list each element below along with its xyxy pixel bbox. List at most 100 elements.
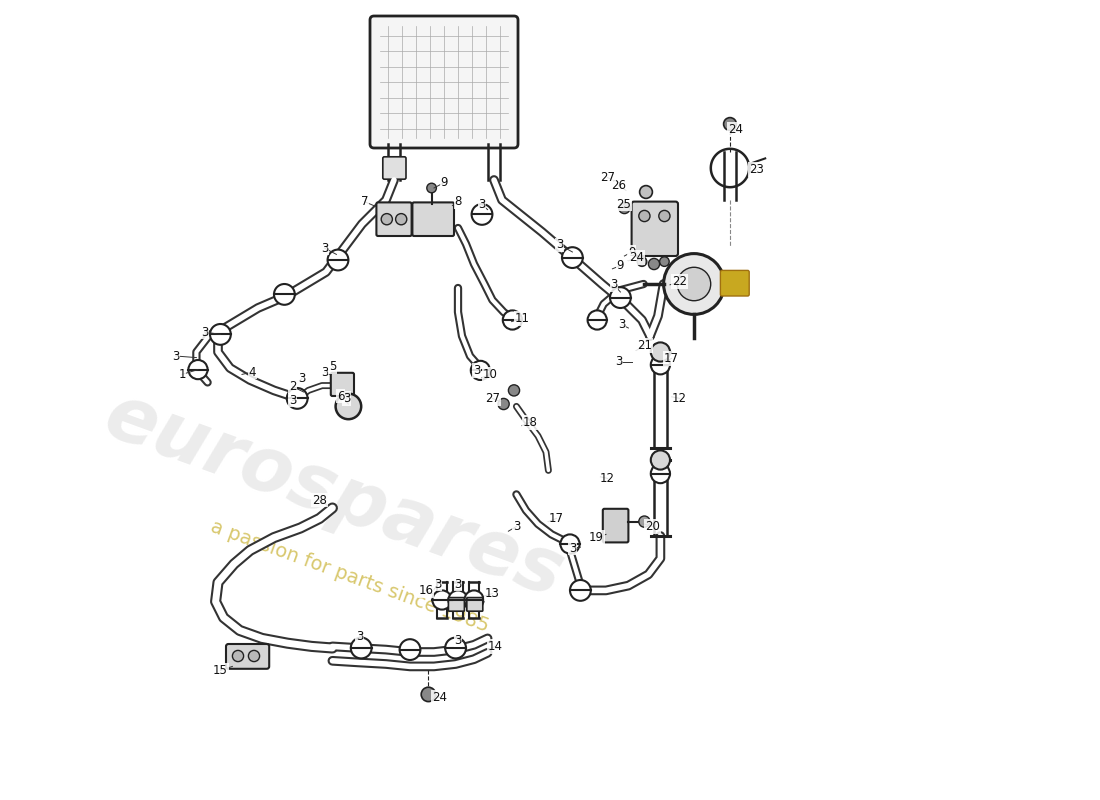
Text: 8: 8 [454,195,462,208]
Text: 3: 3 [473,364,480,377]
Text: 3: 3 [610,278,618,291]
Circle shape [619,202,630,214]
Circle shape [587,310,607,330]
Text: 1: 1 [178,368,186,381]
FancyBboxPatch shape [720,270,749,296]
Text: 9: 9 [628,246,636,258]
Circle shape [471,361,490,380]
Text: 12: 12 [672,392,688,405]
Text: 28: 28 [312,494,327,506]
Text: 3: 3 [513,520,520,533]
Circle shape [724,118,736,130]
Circle shape [382,214,393,225]
Text: 3: 3 [356,630,363,642]
Circle shape [508,385,519,396]
Circle shape [399,639,420,660]
Circle shape [427,183,437,193]
Circle shape [651,464,670,483]
Text: 19: 19 [588,531,604,544]
Circle shape [639,516,650,527]
Text: 3: 3 [200,326,208,338]
Text: 17: 17 [549,512,564,525]
Text: 3: 3 [569,542,576,554]
Text: 24: 24 [629,251,644,264]
Text: 3: 3 [298,372,306,385]
FancyBboxPatch shape [603,509,628,542]
Text: 22: 22 [672,275,688,288]
Circle shape [336,394,361,419]
Circle shape [660,257,669,266]
Circle shape [464,590,484,610]
Text: 3: 3 [321,242,328,254]
Text: 16: 16 [418,584,433,597]
Text: a passion for parts since 1985: a passion for parts since 1985 [208,517,492,635]
Circle shape [503,310,522,330]
Text: 3: 3 [321,366,328,378]
Circle shape [432,590,452,610]
Text: 3: 3 [454,578,462,590]
Circle shape [651,342,670,362]
Text: eurospares: eurospares [95,378,573,614]
Text: 21: 21 [637,339,652,352]
Text: 24: 24 [728,123,744,136]
Text: 23: 23 [749,163,763,176]
Circle shape [648,258,660,270]
Circle shape [472,204,493,225]
Text: 10: 10 [483,368,497,381]
Text: 12: 12 [601,472,615,485]
FancyBboxPatch shape [370,16,518,148]
Text: 17: 17 [664,352,679,365]
Text: 18: 18 [522,416,538,429]
Circle shape [639,186,652,198]
Circle shape [610,287,630,308]
Circle shape [421,687,436,702]
FancyBboxPatch shape [631,202,678,256]
Circle shape [249,650,260,662]
Text: 3: 3 [556,238,563,251]
Circle shape [562,247,583,268]
Text: 2: 2 [288,380,296,393]
Circle shape [498,398,509,410]
Text: 24: 24 [432,691,447,704]
Text: 9: 9 [441,176,448,189]
Text: 7: 7 [361,195,368,208]
Circle shape [639,210,650,222]
Circle shape [274,284,295,305]
Circle shape [651,355,670,374]
Text: 3: 3 [615,355,623,368]
FancyBboxPatch shape [449,598,464,611]
Circle shape [232,650,243,662]
Text: 6: 6 [337,390,344,402]
Text: 20: 20 [645,520,660,533]
Text: 15: 15 [213,664,228,677]
Circle shape [210,324,231,345]
Text: 3: 3 [618,318,626,331]
Text: 4: 4 [249,366,256,378]
FancyBboxPatch shape [412,202,454,236]
Text: 13: 13 [485,587,499,600]
Circle shape [446,638,466,658]
Circle shape [663,254,725,314]
Text: 9: 9 [617,259,624,272]
Text: 14: 14 [488,640,503,653]
Text: 27: 27 [601,171,615,184]
Circle shape [637,257,647,266]
Text: 3: 3 [434,578,442,590]
FancyBboxPatch shape [466,598,483,611]
FancyBboxPatch shape [376,202,411,236]
Text: 3: 3 [478,198,486,211]
Text: 11: 11 [515,312,529,325]
Text: 3: 3 [454,634,462,646]
Circle shape [678,267,711,301]
Circle shape [396,214,407,225]
FancyBboxPatch shape [383,157,406,179]
FancyBboxPatch shape [331,373,354,396]
FancyBboxPatch shape [226,644,270,669]
Circle shape [570,580,591,601]
Text: 26: 26 [612,179,626,192]
Circle shape [287,388,308,409]
Circle shape [188,360,208,379]
Circle shape [659,210,670,222]
Circle shape [449,590,468,610]
Text: 3: 3 [288,394,296,406]
